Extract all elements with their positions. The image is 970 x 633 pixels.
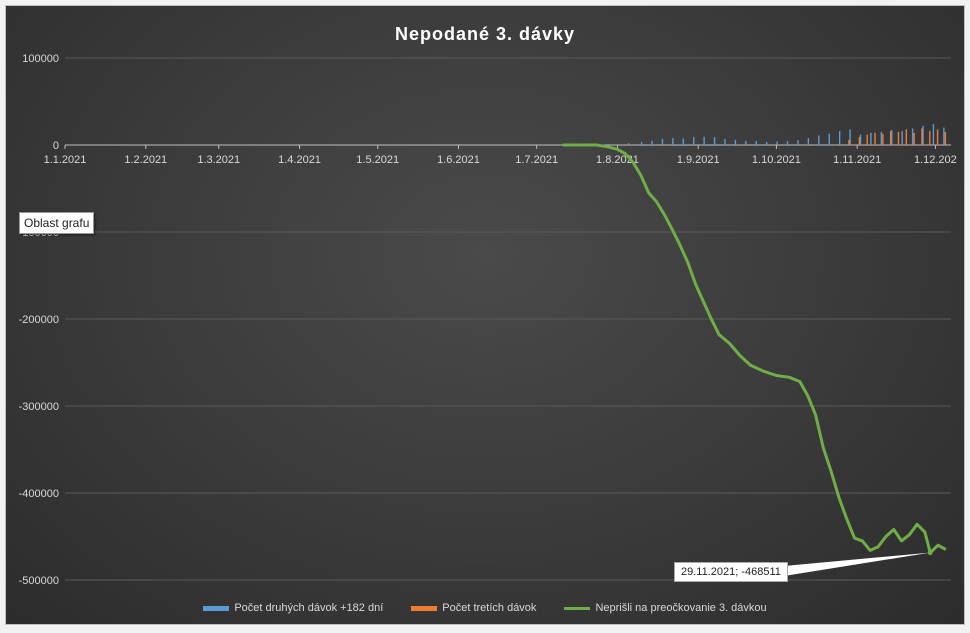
bar-second-doses (755, 141, 757, 145)
legend-item-third-doses[interactable]: Počet tretích dávok (411, 602, 536, 614)
bar-second-doses (943, 127, 945, 145)
y-tick-label: -400000 (19, 488, 59, 500)
chart-svg: 1000000-100000-200000-300000-400000-5000… (19, 53, 957, 587)
y-tick-label: 100000 (22, 53, 59, 65)
x-tick-label: 1.7.2021 (515, 154, 558, 166)
bar-second-doses (870, 132, 872, 145)
bar-second-doses (932, 124, 935, 145)
bar-second-doses (651, 140, 653, 145)
bar-second-doses (880, 131, 883, 145)
bar-second-doses (661, 138, 664, 145)
x-tick-label: 1.1.2021 (44, 154, 87, 166)
bar-second-doses (627, 143, 630, 145)
bar-third-doses (889, 131, 892, 145)
legend-swatch-blue (203, 605, 230, 611)
x-tick-label: 1.4.2021 (278, 154, 321, 166)
bar-third-doses (936, 129, 939, 145)
x-tick-label: 1.9.2021 (677, 154, 720, 166)
bar-second-doses (859, 134, 862, 145)
x-tick-label: 1.2.2021 (124, 154, 167, 166)
annotated-point (927, 550, 933, 556)
y-tick-label: -300000 (19, 401, 59, 413)
bar-second-doses (838, 131, 841, 145)
chart-title: Nepodané 3. dávky (394, 24, 576, 44)
bar-second-doses (911, 128, 914, 145)
bar-third-doses (929, 131, 931, 145)
bar-second-doses (922, 125, 924, 145)
bar-second-doses (797, 140, 799, 145)
bar-second-doses (849, 129, 851, 145)
legend-item-missed[interactable]: Neprišli na preočkovanie 3. dávkou (564, 602, 767, 614)
bar-second-doses (765, 141, 768, 145)
bar-second-doses (786, 141, 789, 145)
legend-swatch-orange (411, 605, 438, 611)
bar-third-doses (848, 139, 850, 145)
bar-second-doses (672, 138, 674, 145)
legend-swatch-green (564, 606, 591, 610)
bar-third-doses (905, 129, 907, 145)
bar-second-doses (828, 133, 830, 145)
x-tick-label: 1.10.2021 (752, 154, 801, 166)
line-missed-third-dose (562, 143, 947, 555)
x-tick-label: 1.3.2021 (197, 154, 240, 166)
legend: Počet druhých dávok +182 dní Počet tretí… (6, 602, 964, 614)
bar-second-doses (734, 139, 737, 145)
bar-second-doses (713, 137, 716, 145)
bar-second-doses (682, 138, 684, 145)
y-tick-label: 0 (53, 140, 59, 152)
legend-item-second-doses[interactable]: Počet druhých dávok +182 dní (203, 602, 383, 614)
x-tick-label: 1.12.202 (914, 154, 957, 166)
bar-second-doses (807, 138, 810, 145)
callout-leader (784, 552, 931, 576)
bar-third-doses (874, 132, 876, 145)
bar-second-doses (724, 138, 726, 145)
bar-third-doses (882, 133, 884, 145)
bar-third-doses (866, 134, 868, 145)
bar-third-doses (858, 137, 861, 145)
bar-third-doses (913, 132, 915, 145)
bar-third-doses (921, 128, 923, 145)
x-tick-label: 1.11.2021 (833, 154, 881, 166)
bar-second-doses (693, 137, 695, 145)
bar-second-doses (818, 135, 820, 145)
legend-label: Počet druhých dávok +182 dní (234, 602, 384, 614)
legend-label: Neprišli na preočkovanie 3. dávkou (595, 602, 767, 614)
bar-third-doses (897, 131, 900, 145)
bar-second-doses (901, 131, 903, 145)
chart-area[interactable]: Nepodané 3. dávky 1000000-100000-200000-… (5, 5, 965, 625)
chart-area-tooltip: Oblast grafu (19, 212, 95, 234)
bar-second-doses (703, 136, 705, 145)
data-callout: 29.11.2021; -468511 (674, 562, 788, 582)
bar-second-doses (745, 140, 747, 145)
y-tick-label: -500000 (19, 575, 59, 587)
bar-second-doses (640, 141, 643, 145)
bar-second-doses (776, 141, 778, 145)
legend-label: Počet tretích dávok (442, 602, 537, 614)
y-tick-label: -200000 (19, 314, 59, 326)
bar-third-doses (944, 131, 947, 145)
x-tick-label: 1.5.2021 (356, 154, 399, 166)
x-tick-label: 1.6.2021 (437, 154, 480, 166)
bar-second-doses (891, 130, 893, 145)
